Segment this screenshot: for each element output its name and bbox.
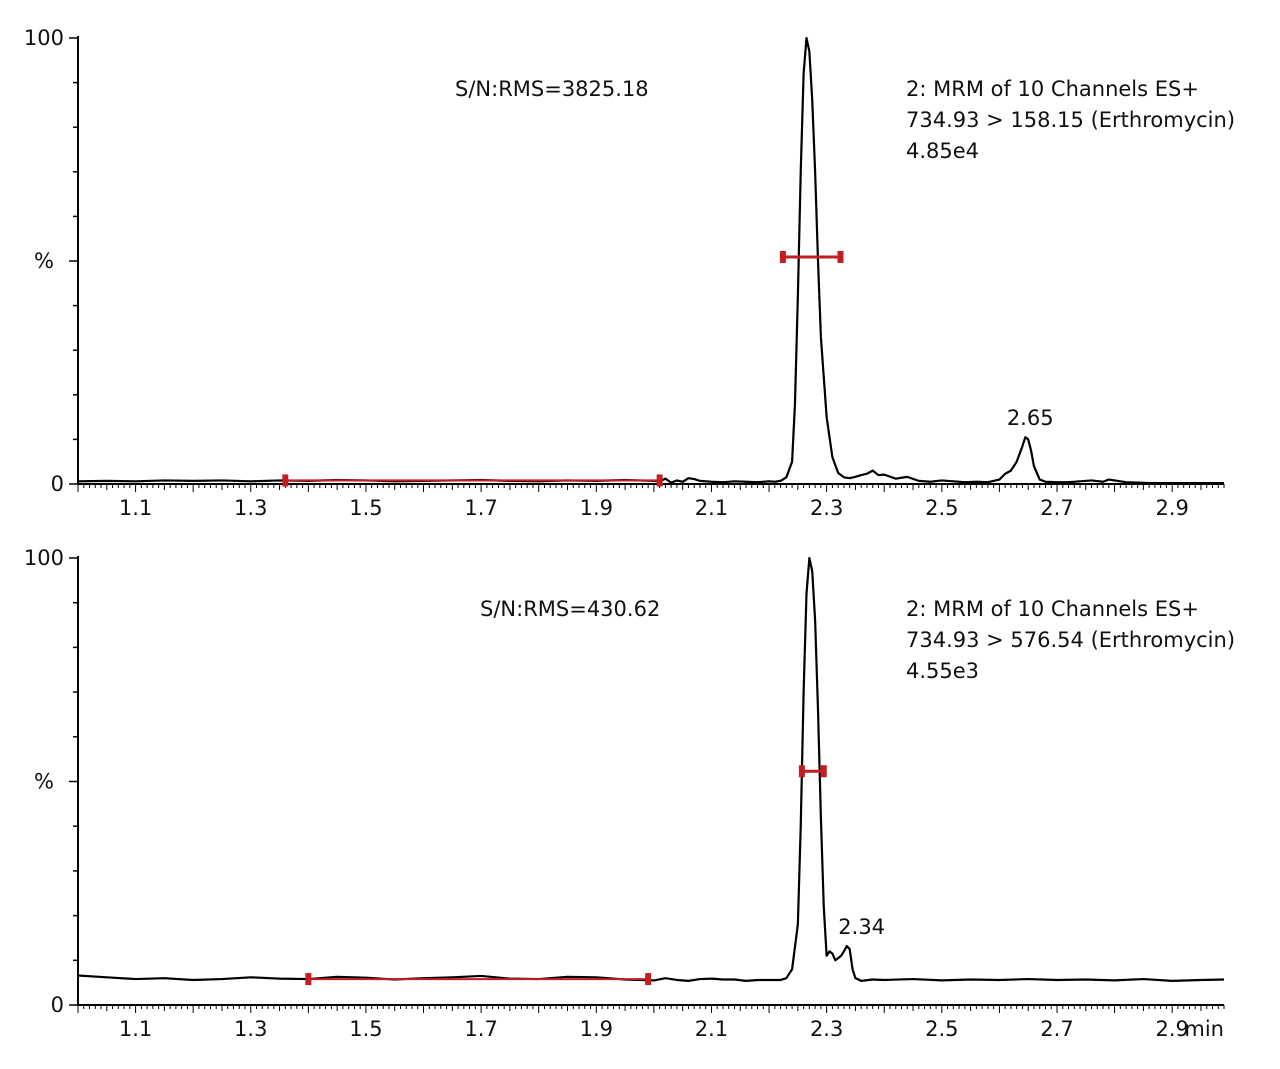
channel-info-line: 734.93 > 158.15 (Erthromycin) <box>906 108 1235 132</box>
channel-info-line: 2: MRM of 10 Channels ES+ <box>906 597 1199 621</box>
peak-label: 2.65 <box>1007 406 1054 430</box>
signal-width-endcap <box>798 765 805 778</box>
x-tick-label: 2.5 <box>925 496 958 520</box>
x-tick-label: 1.7 <box>464 1017 497 1041</box>
x-tick-label: 2.3 <box>810 1017 843 1041</box>
x-tick-label: 2.7 <box>1040 496 1073 520</box>
x-tick-label: 1.1 <box>119 1017 152 1041</box>
x-tick-label: 1.3 <box>234 1017 267 1041</box>
signal-to-noise-label: S/N:RMS=3825.18 <box>455 77 649 101</box>
x-tick-label: 2.9 <box>1155 1017 1188 1041</box>
x-tick-label: 1.3 <box>234 496 267 520</box>
x-tick-label: 2.9 <box>1155 496 1188 520</box>
noise-window-endcap <box>282 474 289 487</box>
x-tick-label: 1.7 <box>464 496 497 520</box>
y-tick-label: 100 <box>24 26 64 50</box>
x-tick-label: 2.1 <box>695 1017 728 1041</box>
x-tick-label: 2.7 <box>1040 1017 1073 1041</box>
x-tick-label: 1.9 <box>580 1017 613 1041</box>
channel-info-line: 734.93 > 576.54 (Erthromycin) <box>906 628 1235 652</box>
signal-width-endcap <box>820 765 827 778</box>
channel-info-line: 4.85e4 <box>906 139 979 163</box>
x-tick-label: 2.3 <box>810 496 843 520</box>
x-tick-label: 1.1 <box>119 496 152 520</box>
signal-to-noise-label: S/N:RMS=430.62 <box>480 597 660 621</box>
signal-width-endcap <box>779 250 786 263</box>
x-tick-label: 1.5 <box>349 496 382 520</box>
x-tick-label: 1.5 <box>349 1017 382 1041</box>
x-axis-unit: min <box>1184 1017 1224 1041</box>
channel-info-line: 2: MRM of 10 Channels ES+ <box>906 77 1199 101</box>
y-tick-label: 0 <box>51 472 64 496</box>
noise-window-endcap <box>645 973 652 986</box>
channel-info-line: 4.55e3 <box>906 659 979 683</box>
x-tick-label: 2.1 <box>695 496 728 520</box>
noise-window-endcap <box>305 973 312 986</box>
signal-width-endcap <box>837 250 844 263</box>
x-tick-label: 2.5 <box>925 1017 958 1041</box>
y-tick-label: 0 <box>51 993 64 1017</box>
peak-label: 2.34 <box>838 915 885 939</box>
noise-window-endcap <box>656 474 663 487</box>
y-axis-label: % <box>34 770 54 794</box>
y-axis-label: % <box>34 249 54 273</box>
y-tick-label: 100 <box>24 546 64 570</box>
x-tick-label: 1.9 <box>580 496 613 520</box>
chromatogram-trace <box>77 556 1225 982</box>
